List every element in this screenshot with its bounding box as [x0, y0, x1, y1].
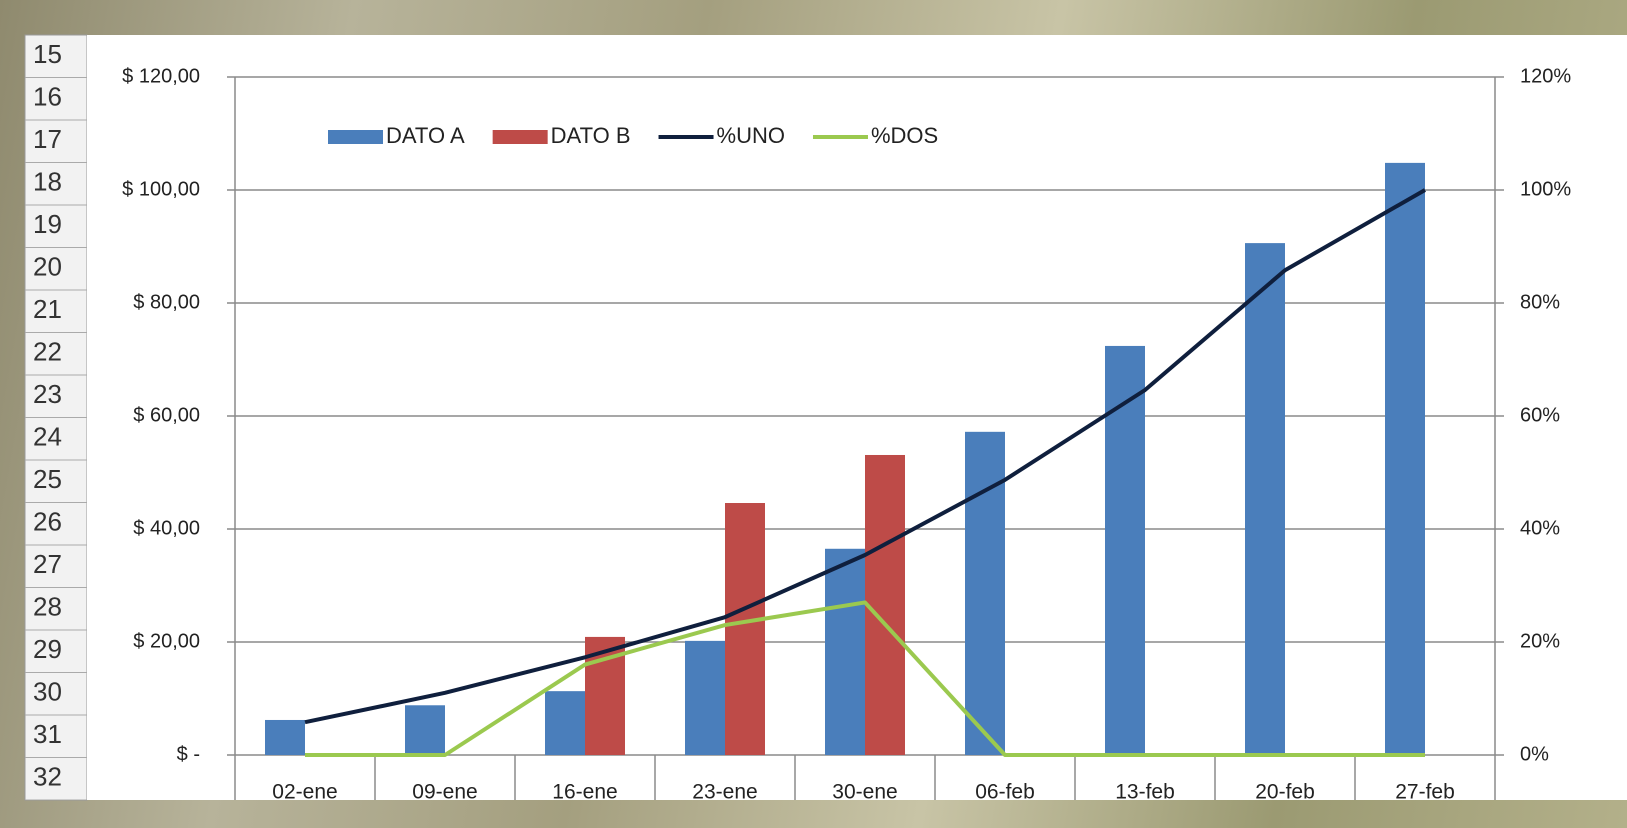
row-number: 15 — [33, 39, 62, 69]
bar — [545, 691, 585, 755]
bar — [1245, 243, 1285, 756]
y-tick-label: $ 100,00 — [122, 178, 200, 200]
legend-label: DATO B — [551, 123, 631, 148]
row-number: 27 — [33, 549, 62, 579]
bar — [825, 548, 865, 755]
row-number: 19 — [33, 209, 62, 239]
row-number: 20 — [33, 252, 62, 282]
legend-label: %UNO — [717, 123, 785, 148]
row-number: 32 — [33, 762, 62, 792]
row-number: 16 — [33, 82, 62, 112]
row-number: 18 — [33, 167, 62, 197]
row-number: 23 — [33, 379, 62, 409]
x-tick-label: 13-feb — [1115, 781, 1175, 804]
bar — [965, 431, 1005, 755]
y2-tick-label: 120% — [1520, 65, 1571, 87]
y2-tick-label: 40% — [1520, 517, 1560, 539]
row-number: 29 — [33, 634, 62, 664]
legend-swatch — [492, 130, 548, 144]
bar — [725, 503, 765, 755]
y-tick-label: $ 40,00 — [133, 517, 200, 539]
bar — [865, 454, 905, 755]
y2-tick-label: 0% — [1520, 743, 1549, 765]
x-tick-label: 06-feb — [975, 781, 1035, 804]
x-tick-label: 23-ene — [692, 781, 757, 804]
x-tick-label: 09-ene — [412, 781, 477, 804]
y-tick-label: $ 20,00 — [133, 630, 200, 652]
row-number: 25 — [33, 464, 62, 494]
x-tick-label: 16-ene — [552, 781, 617, 804]
row-number: 21 — [33, 294, 62, 324]
x-tick-label: 27-feb — [1395, 781, 1455, 804]
row-number: 28 — [33, 592, 62, 622]
x-tick-label: 20-feb — [1255, 781, 1315, 804]
y2-tick-label: 80% — [1520, 291, 1560, 313]
x-tick-label: 02-ene — [272, 781, 337, 804]
y2-tick-label: 20% — [1520, 630, 1560, 652]
bar — [405, 705, 445, 755]
line — [305, 600, 1425, 757]
bar — [1385, 162, 1425, 755]
legend-label: %DOS — [871, 123, 938, 148]
y-tick-label: $ 80,00 — [133, 291, 200, 313]
y-tick-label: $ - — [177, 743, 200, 765]
line — [304, 188, 1426, 725]
bar — [1105, 345, 1145, 755]
row-number: 31 — [33, 719, 62, 749]
x-tick-label: 30-ene — [832, 781, 897, 804]
row-number: 24 — [33, 422, 62, 452]
row-number: 22 — [33, 337, 62, 367]
row-number: 17 — [33, 124, 62, 154]
legend-swatch — [328, 130, 383, 144]
legend-label: DATO A — [386, 123, 465, 148]
row-number: 26 — [33, 507, 62, 537]
row-number: 30 — [33, 677, 62, 707]
bar — [265, 719, 305, 755]
bar — [685, 640, 725, 755]
y2-tick-label: 60% — [1520, 404, 1560, 426]
y2-tick-label: 100% — [1520, 178, 1571, 200]
y-tick-label: $ 60,00 — [133, 404, 200, 426]
y-tick-label: $ 120,00 — [122, 65, 200, 87]
chart-group: 15 16 17 18 19 20 21 22 23 24 25 26 27 28 29 30 31 32 $ - $… — [25, 39, 1571, 804]
